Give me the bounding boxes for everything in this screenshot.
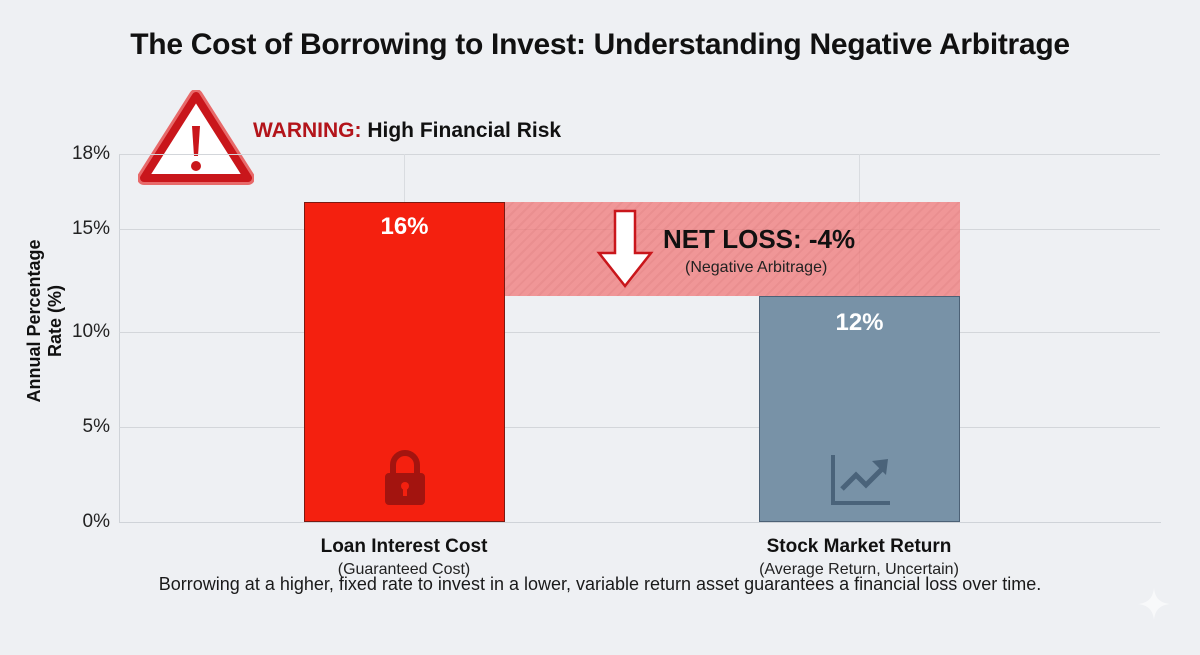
category-subtitle: (Guaranteed Cost) (337, 561, 471, 578)
warning-triangle-icon (138, 90, 254, 185)
bar-value-label: 16% (380, 213, 429, 240)
y-tick-15: 15% (71, 218, 110, 239)
net-loss-title: NET LOSS: -4% (663, 224, 856, 254)
category-name: Stock Market Return (766, 536, 952, 557)
trending-up-chart-icon (831, 455, 890, 505)
gridline (119, 427, 1160, 428)
net-loss-band (505, 202, 960, 296)
lock-icon (385, 450, 425, 505)
category-stock-market-return: Stock Market Return (Average Return, Unc… (709, 536, 1009, 579)
gridline (119, 332, 1160, 333)
gridline (119, 154, 1160, 155)
y-tick-18: 18% (71, 143, 110, 164)
chart-caption: Borrowing at a higher, fixed rate to inv… (158, 574, 1042, 594)
bar-loan-interest-cost: 16% (304, 202, 505, 522)
category-loan-interest-cost: Loan Interest Cost (Guaranteed Cost) (254, 536, 554, 579)
y-tick-10: 10% (71, 321, 110, 342)
category-name: Loan Interest Cost (320, 536, 488, 557)
warning-banner: WARNING: High Financial Risk (253, 119, 561, 143)
sparkle-icon (1138, 588, 1170, 620)
bar-stock-market-return: 12% (759, 296, 960, 522)
warning-label: WARNING: (253, 119, 362, 142)
y-tick-5: 5% (82, 416, 110, 437)
plot-area (119, 154, 1161, 523)
warning-message: High Financial Risk (367, 119, 562, 142)
chart-title: The Cost of Borrowing to Invest: Underst… (130, 28, 1070, 61)
y-axis-label: Annual Percentage Rate (%) (24, 239, 65, 403)
net-loss-subtitle: (Negative Arbitrage) (685, 259, 828, 276)
bar-value-label: 12% (835, 309, 884, 336)
category-subtitle: (Average Return, Uncertain) (759, 561, 959, 578)
y-tick-0: 0% (82, 511, 110, 532)
down-arrow-icon (596, 209, 654, 289)
